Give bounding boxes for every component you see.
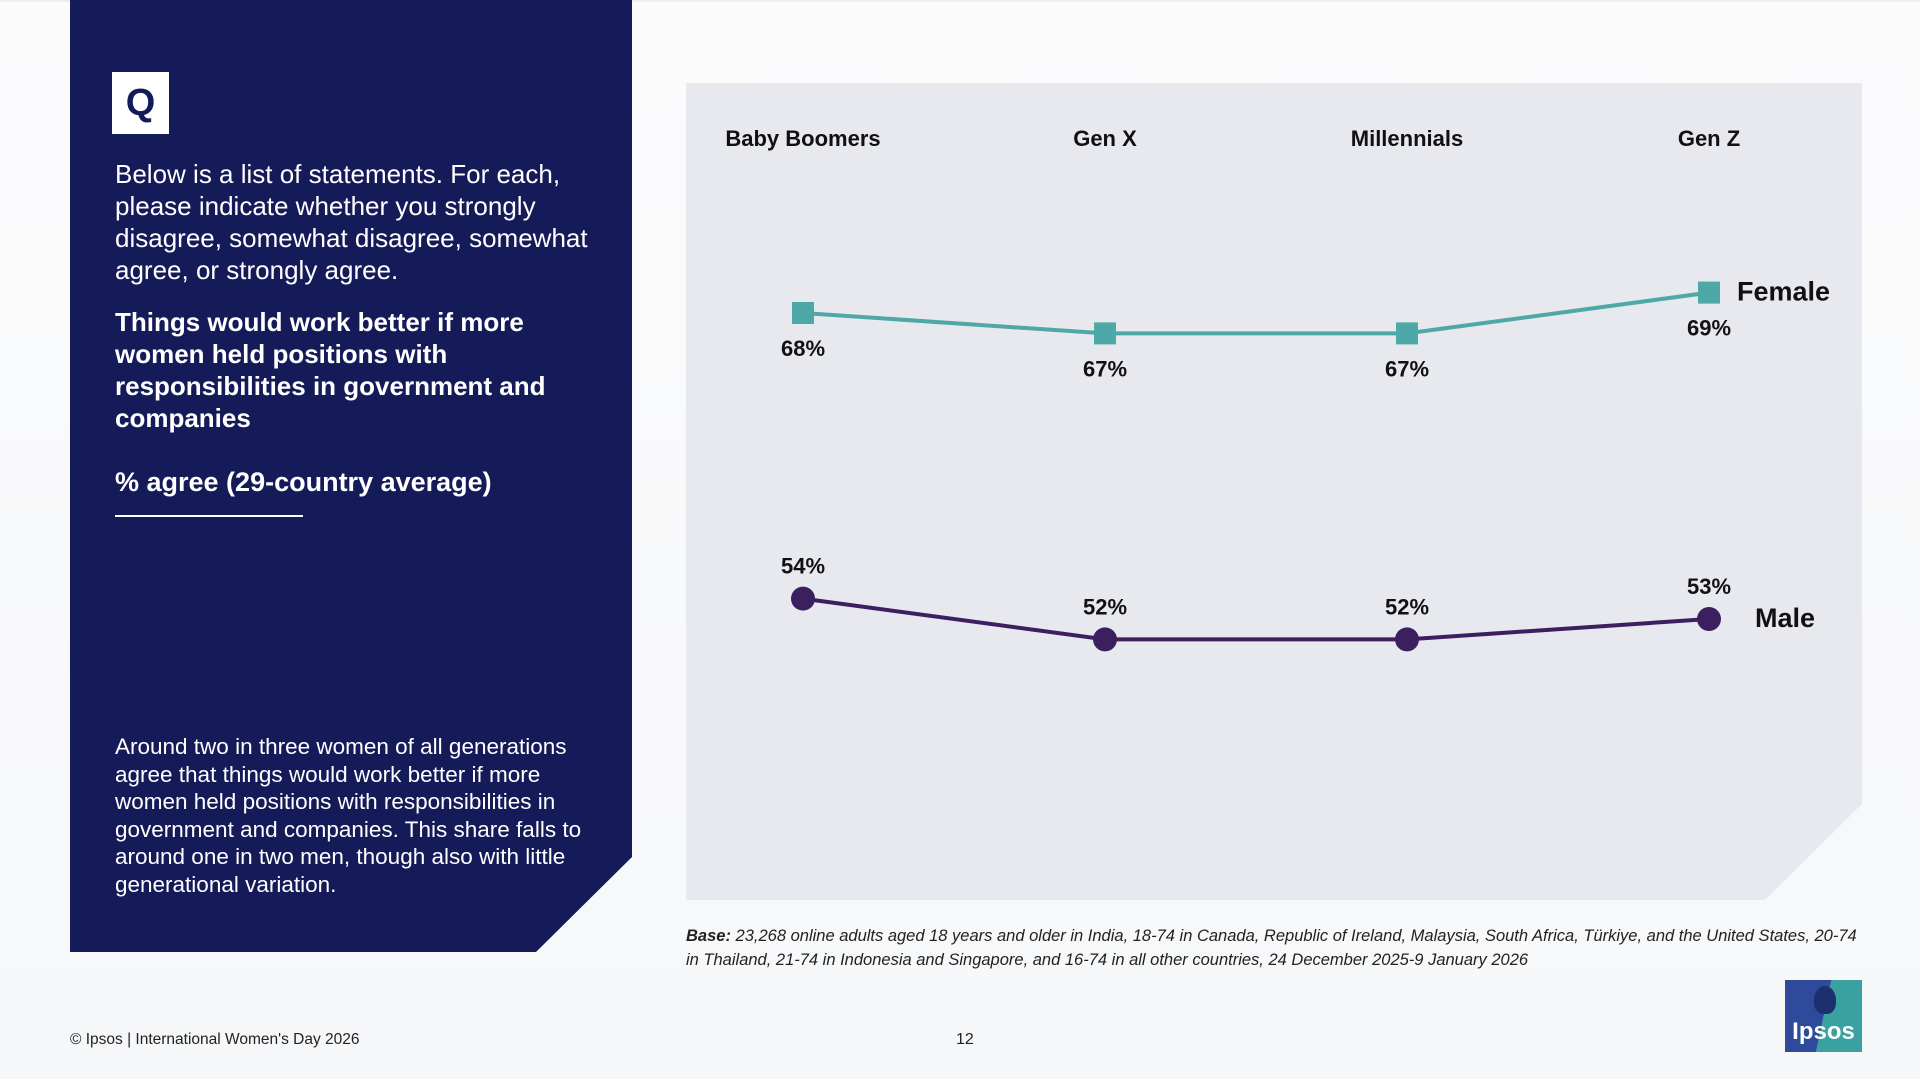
logo-head-icon <box>1814 986 1836 1014</box>
series-line-male <box>802 596 1710 642</box>
data-point-marker <box>792 302 814 324</box>
data-point-marker <box>1395 627 1419 652</box>
data-label: 68% <box>781 336 825 361</box>
metric-underline <box>115 515 303 517</box>
data-label: 53% <box>1687 574 1731 599</box>
footer-copyright: © Ipsos | International Women's Day 2026 <box>70 1031 360 1048</box>
data-label: 67% <box>1083 356 1127 381</box>
question-badge: Q <box>112 72 169 134</box>
chart-background <box>686 83 1862 900</box>
base-label: Base: <box>686 927 731 945</box>
top-rule <box>0 0 1920 2</box>
question-panel: Q Below is a list of statements. For eac… <box>70 0 632 952</box>
question-intro: Below is a list of statements. For each,… <box>115 159 588 285</box>
base-text: 23,268 online adults aged 18 years and o… <box>686 927 1857 969</box>
question-statement: Things would work better if more women h… <box>115 307 546 433</box>
summary-text: Around two in three women of all generat… <box>115 734 582 897</box>
data-label: 67% <box>1385 356 1429 381</box>
data-point-marker <box>1094 322 1116 345</box>
data-point-marker <box>1698 281 1720 304</box>
data-point-marker <box>791 586 815 611</box>
category-label: Millennials <box>1351 126 1463 151</box>
category-label: Baby Boomers <box>725 126 880 151</box>
category-label: Gen Z <box>1678 126 1740 151</box>
series-name-label: Female <box>1737 277 1830 307</box>
page-number: 12 <box>956 1031 974 1048</box>
series-line-female <box>802 290 1710 336</box>
category-label: Gen X <box>1073 126 1137 151</box>
data-point-marker <box>1396 322 1418 345</box>
ipsos-logo: Ipsos <box>1785 980 1862 1052</box>
logo-text: Ipsos <box>1792 1018 1855 1045</box>
data-point-marker <box>1093 627 1117 652</box>
data-label: 52% <box>1385 594 1429 619</box>
series-name-label: Male <box>1755 603 1815 633</box>
data-label: 52% <box>1083 594 1127 619</box>
base-note: Base: 23,268 online adults aged 18 years… <box>686 924 1862 972</box>
data-label: 54% <box>781 554 825 579</box>
data-label: 69% <box>1687 316 1731 341</box>
data-point-marker <box>1697 607 1721 631</box>
metric-label: % agree (29-country average) <box>115 467 492 497</box>
